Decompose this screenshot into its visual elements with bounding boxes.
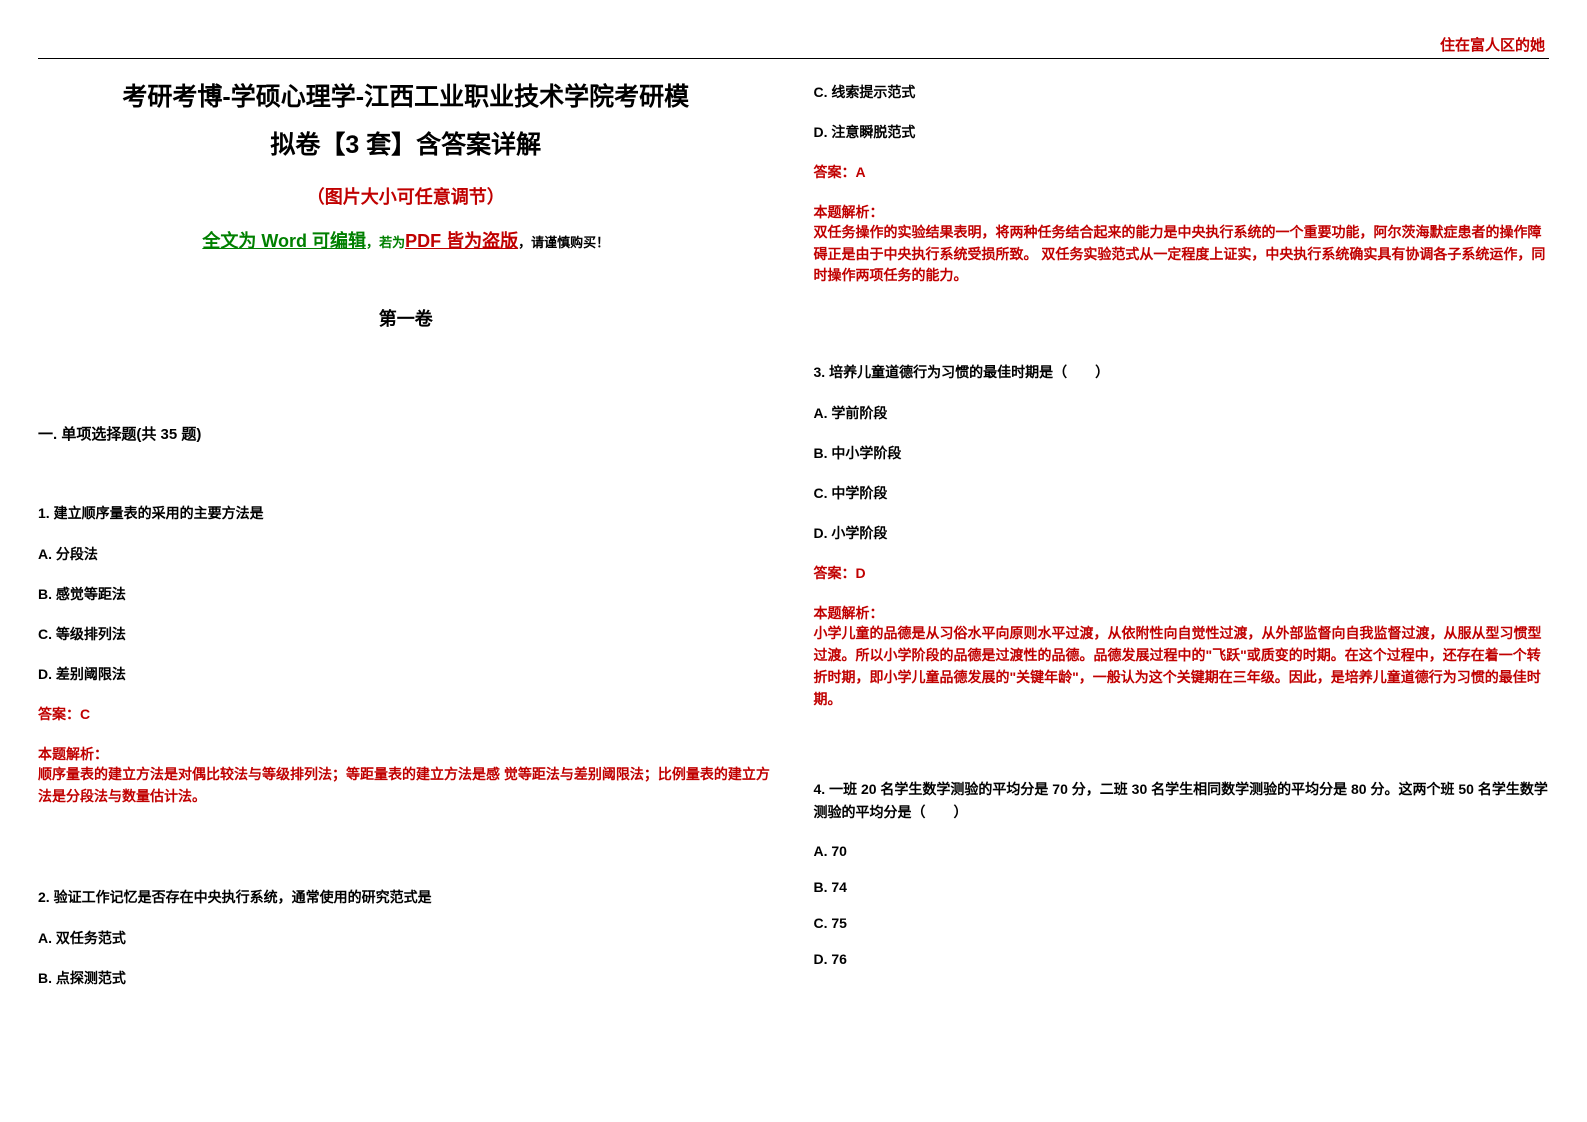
q2-option-c: C. 线索提示范式 (814, 82, 1550, 102)
q1-stem: 1. 建立顺序量表的采用的主要方法是 (38, 502, 774, 524)
warn-pdf-pirate: PDF 皆为盗版 (405, 231, 518, 251)
two-column-layout: 考研考博-学硕心理学-江西工业职业技术学院考研模 拟卷【3 套】含答案详解 （图… (38, 74, 1549, 988)
q1-answer: 答案：C (38, 704, 774, 724)
volume-title: 第一卷 (38, 305, 774, 331)
q4-option-c: C. 75 (814, 915, 1550, 931)
right-column: C. 线索提示范式 D. 注意瞬脱范式 答案：A 本题解析： 双任务操作的实验结… (814, 74, 1550, 988)
question-1: 1. 建立顺序量表的采用的主要方法是 A. 分段法 B. 感觉等距法 C. 等级… (38, 502, 774, 808)
header-rule (38, 58, 1549, 59)
q1-option-d: D. 差别阈限法 (38, 664, 774, 684)
q2-explanation-label: 本题解析： (814, 202, 1550, 222)
q1-explanation-body: 顺序量表的建立方法是对偶比较法与等级排列法；等距量表的建立方法是感 觉等距法与差… (38, 764, 774, 807)
adjustable-note: （图片大小可任意调节） (38, 183, 774, 209)
doc-title-line1: 考研考博-学硕心理学-江西工业职业技术学院考研模 (38, 74, 774, 122)
q2-stem: 2. 验证工作记忆是否存在中央执行系统，通常使用的研究范式是 (38, 886, 774, 908)
q2-option-d: D. 注意瞬脱范式 (814, 122, 1550, 142)
q2-answer: 答案：A (814, 162, 1550, 182)
q1-option-c: C. 等级排列法 (38, 624, 774, 644)
q1-option-a: A. 分段法 (38, 544, 774, 564)
q3-option-d: D. 小学阶段 (814, 523, 1550, 543)
warn-word-editable: 全文为 Word 可编辑 (202, 231, 366, 251)
q4-stem: 4. 一班 20 名学生数学测验的平均分是 70 分，二班 30 名学生相同数学… (814, 778, 1550, 823)
q3-option-c: C. 中学阶段 (814, 483, 1550, 503)
question-3: 3. 培养儿童道德行为习惯的最佳时期是（ ） A. 学前阶段 B. 中小学阶段 … (814, 361, 1550, 710)
warning-line: 全文为 Word 可编辑，若为PDF 皆为盗版，请谨慎购买！ (38, 227, 774, 253)
q4-option-b: B. 74 (814, 879, 1550, 895)
q2-option-a: A. 双任务范式 (38, 928, 774, 948)
q3-option-b: B. 中小学阶段 (814, 443, 1550, 463)
q2-option-b: B. 点探测范式 (38, 968, 774, 988)
doc-title-line2: 拟卷【3 套】含答案详解 (38, 122, 774, 170)
warn-ruowei: 若为 (379, 235, 405, 250)
section-heading: 一. 单项选择题(共 35 题) (38, 423, 774, 444)
q3-stem: 3. 培养儿童道德行为习惯的最佳时期是（ ） (814, 361, 1550, 383)
question-4: 4. 一班 20 名学生数学测验的平均分是 70 分，二班 30 名学生相同数学… (814, 778, 1550, 967)
q3-option-a: A. 学前阶段 (814, 403, 1550, 423)
q3-explanation-label: 本题解析： (814, 603, 1550, 623)
left-column: 考研考博-学硕心理学-江西工业职业技术学院考研模 拟卷【3 套】含答案详解 （图… (38, 74, 774, 988)
q1-explanation-label: 本题解析： (38, 744, 774, 764)
q2-explanation-body: 双任务操作的实验结果表明，将两种任务结合起来的能力是中央执行系统的一个重要功能，… (814, 222, 1550, 287)
header-watermark: 住在富人区的她 (1440, 34, 1545, 55)
warn-caution: ，请谨慎购买！ (518, 235, 609, 250)
q4-option-a: A. 70 (814, 843, 1550, 859)
q1-option-b: B. 感觉等距法 (38, 584, 774, 604)
q3-answer: 答案：D (814, 563, 1550, 583)
question-2: 2. 验证工作记忆是否存在中央执行系统，通常使用的研究范式是 A. 双任务范式 … (38, 886, 774, 988)
q3-explanation-body: 小学儿童的品德是从习俗水平向原则水平过渡，从依附性向自觉性过渡，从外部监督向自我… (814, 623, 1550, 710)
q4-option-d: D. 76 (814, 951, 1550, 967)
warn-comma: ， (366, 235, 379, 250)
